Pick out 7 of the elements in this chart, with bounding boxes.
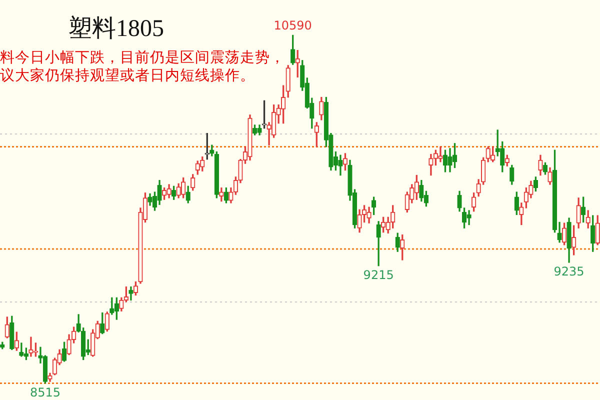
annotation: 料今日小幅下跌，目前仍是区间震荡走势，: [0, 50, 285, 67]
annotation: 9215: [363, 268, 394, 282]
annotation: 10590: [274, 18, 312, 32]
annotation: 8515: [30, 385, 61, 400]
annotation: 议大家仍保持观望或者日内短线操作。: [0, 68, 255, 85]
annotation: 9235: [554, 264, 584, 279]
text: 塑料1805: [68, 15, 164, 43]
